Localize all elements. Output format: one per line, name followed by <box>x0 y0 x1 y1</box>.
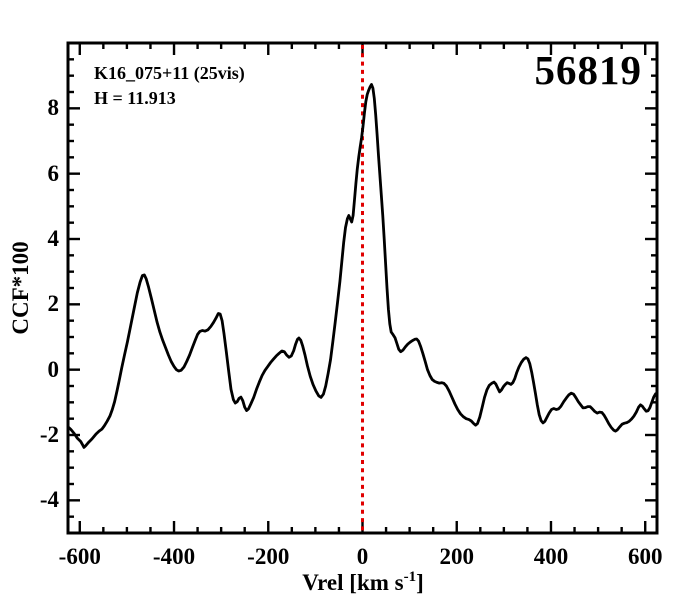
x-tick-label: 600 <box>627 544 663 569</box>
x-axis-label: Vrel [km s-1] <box>302 569 424 596</box>
annotation-source-id: K16_075+11 (25vis) <box>94 63 245 83</box>
y-tick-label: 0 <box>47 356 60 382</box>
x-axis-label-superscript: -1 <box>403 569 417 585</box>
x-tick-label: 400 <box>533 544 569 569</box>
x-axis-label-text: Vrel [km s <box>302 570 404 595</box>
x-axis-label-close: ] <box>416 570 424 595</box>
x-tick-label: -400 <box>152 544 196 569</box>
annotation-h-magnitude: H = 11.913 <box>94 88 176 108</box>
y-tick-label: 6 <box>47 160 60 186</box>
x-tick-label: -200 <box>247 544 290 569</box>
ccf-curve <box>66 83 659 449</box>
x-tick-label: -600 <box>58 544 101 569</box>
plot-title: 56819 <box>534 47 642 93</box>
y-tick-label: 8 <box>47 95 60 121</box>
y-tick-label: -4 <box>39 487 59 513</box>
x-tick-label: 0 <box>356 544 369 569</box>
x-tick-label: 200 <box>439 544 474 569</box>
plot-frame <box>66 41 659 535</box>
y-tick-label: 2 <box>47 291 60 317</box>
y-tick-label: -2 <box>39 422 59 447</box>
y-axis-label: CCF*100 <box>8 241 33 335</box>
y-tick-label: 4 <box>47 226 60 251</box>
